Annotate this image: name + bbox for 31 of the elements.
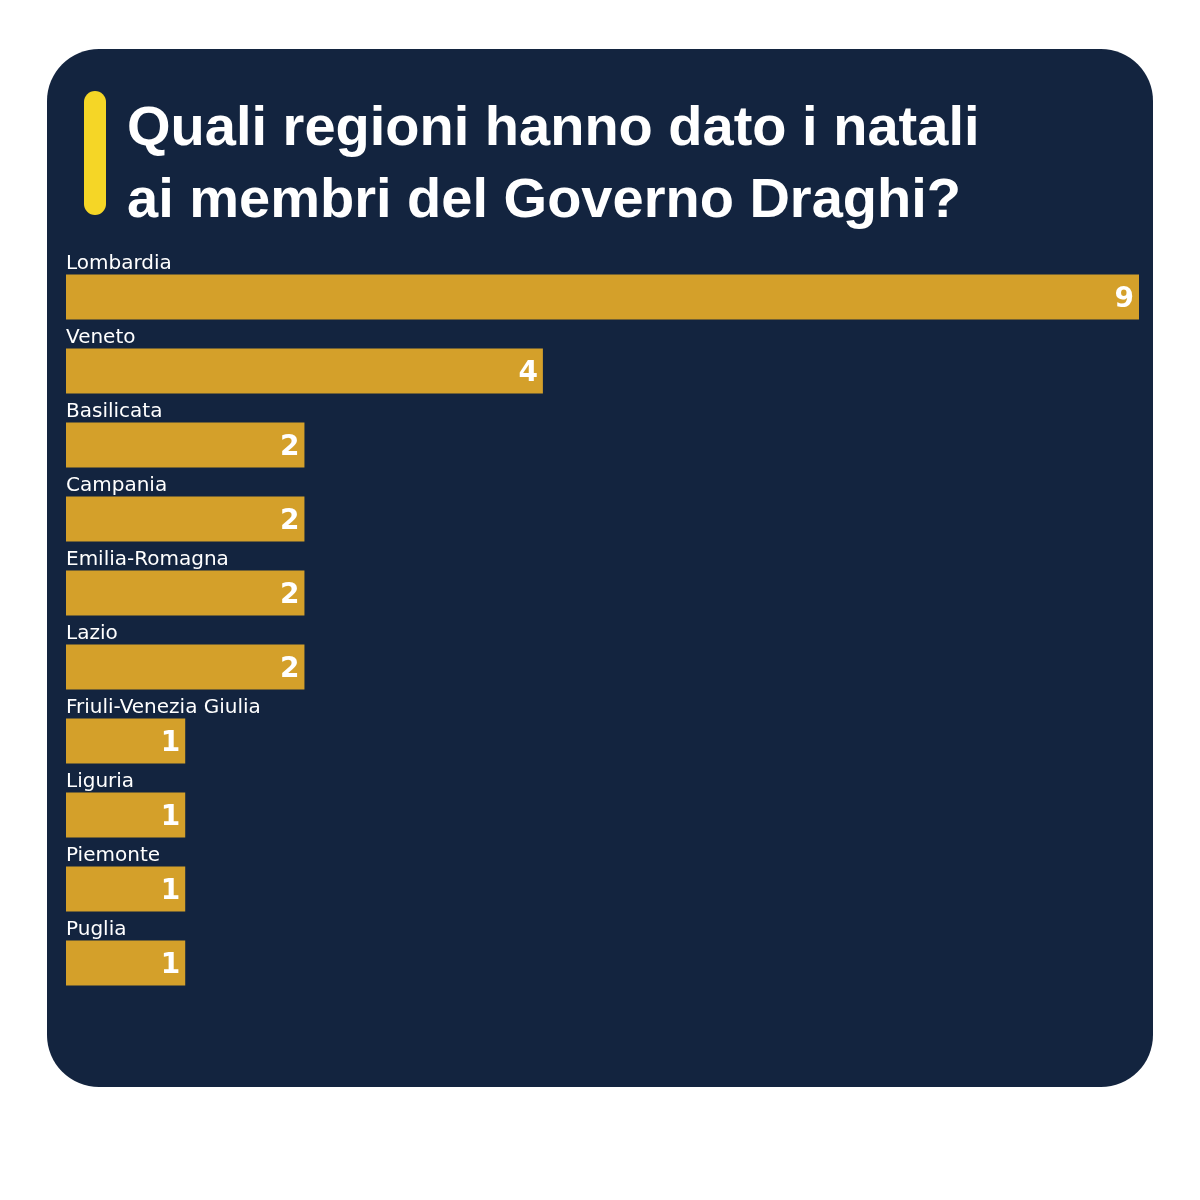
data-label: 9: [1114, 280, 1134, 314]
data-label: 1: [160, 946, 181, 980]
data-label: 1: [160, 724, 181, 758]
chart-title: Quali regioni hanno dato i natali ai membri del Governo Draghi?: [127, 93, 996, 229]
data-label: 4: [518, 354, 538, 388]
bar: [66, 422, 305, 468]
bar: [66, 866, 186, 912]
y-tick-label: Liguria: [66, 768, 135, 792]
data-label: 2: [279, 576, 300, 610]
bar: [66, 718, 186, 764]
bar: [66, 570, 305, 616]
y-tick-label: Puglia: [66, 916, 127, 940]
y-tick-label: Campania: [66, 472, 168, 496]
bar: [66, 348, 543, 394]
data-label: 2: [279, 428, 300, 462]
bar: [66, 792, 186, 838]
bar: [66, 940, 186, 986]
y-tick-label: Lombardia: [66, 250, 172, 274]
y-tick-label: Veneto: [66, 324, 136, 348]
bar: [66, 496, 305, 542]
y-tick-label: Friuli-Venezia Giulia: [66, 694, 261, 718]
data-label: 1: [160, 798, 181, 832]
y-tick-label: Basilicata: [66, 398, 163, 422]
data-label: 2: [279, 502, 300, 536]
bar: [66, 644, 305, 690]
bar: [66, 274, 1139, 320]
y-tick-label: Piemonte: [66, 842, 161, 866]
data-label: 1: [160, 872, 181, 906]
data-label: 2: [279, 650, 300, 684]
y-tick-label: Emilia-Romagna: [66, 546, 229, 570]
y-tick-label: Lazio: [66, 620, 118, 644]
